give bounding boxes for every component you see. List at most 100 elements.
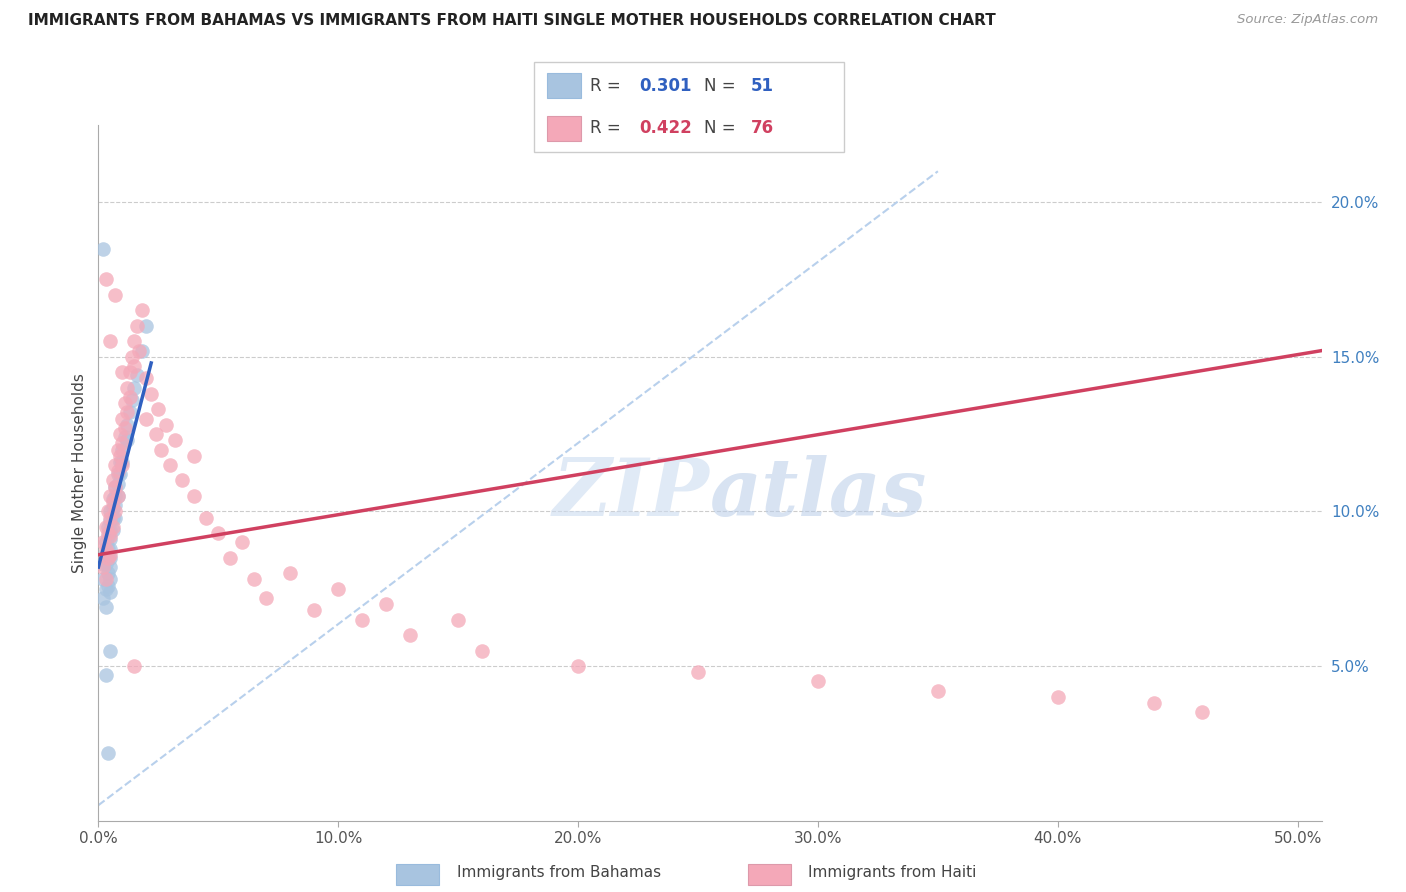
Point bbox=[118, 390, 141, 404]
Point bbox=[91, 535, 114, 549]
Point bbox=[101, 520, 124, 534]
Point bbox=[111, 436, 134, 450]
Point bbox=[131, 303, 153, 318]
Point bbox=[567, 659, 589, 673]
Point bbox=[100, 334, 122, 349]
Point bbox=[94, 520, 117, 534]
Text: 0.422: 0.422 bbox=[640, 120, 692, 137]
Point bbox=[94, 600, 117, 615]
Point bbox=[159, 458, 181, 472]
Text: 51: 51 bbox=[751, 77, 773, 95]
Point bbox=[91, 557, 114, 571]
Point bbox=[124, 359, 146, 373]
Point bbox=[111, 365, 134, 379]
Point bbox=[375, 597, 398, 611]
Point bbox=[141, 387, 163, 401]
Point bbox=[278, 566, 301, 581]
Point bbox=[304, 603, 326, 617]
Point bbox=[686, 665, 709, 680]
Point bbox=[100, 584, 122, 599]
Point bbox=[107, 467, 129, 482]
Point bbox=[1046, 690, 1069, 704]
Point bbox=[97, 504, 120, 518]
Point bbox=[97, 550, 120, 565]
Point bbox=[104, 480, 127, 494]
Point bbox=[94, 582, 117, 596]
Text: atlas: atlas bbox=[710, 455, 928, 533]
Point bbox=[97, 520, 120, 534]
Point bbox=[91, 560, 114, 574]
Point bbox=[100, 573, 122, 587]
Point bbox=[352, 613, 374, 627]
Text: Immigrants from Haiti: Immigrants from Haiti bbox=[808, 865, 977, 880]
Point bbox=[94, 535, 117, 549]
Point bbox=[94, 544, 117, 558]
Text: 0.301: 0.301 bbox=[640, 77, 692, 95]
Point bbox=[94, 573, 117, 587]
Point bbox=[135, 318, 157, 333]
Point bbox=[94, 541, 117, 556]
Point bbox=[115, 405, 138, 419]
Point bbox=[97, 541, 120, 556]
Point bbox=[100, 489, 122, 503]
Point bbox=[100, 550, 122, 565]
FancyBboxPatch shape bbox=[534, 62, 844, 152]
Point bbox=[108, 467, 131, 482]
Point bbox=[111, 455, 134, 469]
Point bbox=[97, 550, 120, 565]
Point bbox=[100, 504, 122, 518]
Point bbox=[1191, 706, 1213, 720]
Point bbox=[128, 343, 150, 358]
FancyBboxPatch shape bbox=[748, 864, 792, 885]
Point bbox=[107, 489, 129, 503]
Point bbox=[183, 489, 205, 503]
Point bbox=[101, 474, 124, 488]
Point bbox=[124, 334, 146, 349]
Point bbox=[100, 541, 122, 556]
Point bbox=[104, 498, 127, 512]
Point bbox=[148, 402, 170, 417]
Point bbox=[165, 434, 187, 448]
Point bbox=[100, 548, 122, 562]
Point bbox=[135, 411, 157, 425]
Point bbox=[121, 350, 143, 364]
Point bbox=[100, 560, 122, 574]
Point bbox=[107, 442, 129, 457]
Point bbox=[219, 550, 242, 565]
Point bbox=[104, 288, 127, 302]
Point bbox=[104, 489, 127, 503]
Point bbox=[124, 381, 146, 395]
Point bbox=[447, 613, 470, 627]
Point bbox=[183, 449, 205, 463]
Point bbox=[101, 501, 124, 516]
Point bbox=[94, 557, 117, 571]
Point bbox=[111, 458, 134, 472]
Point bbox=[107, 489, 129, 503]
Point bbox=[115, 381, 138, 395]
Point bbox=[91, 573, 114, 587]
Text: Source: ZipAtlas.com: Source: ZipAtlas.com bbox=[1237, 13, 1378, 27]
Point bbox=[111, 442, 134, 457]
Point bbox=[108, 427, 131, 442]
Text: R =: R = bbox=[591, 77, 626, 95]
Point bbox=[121, 393, 143, 408]
Point bbox=[108, 449, 131, 463]
Point bbox=[100, 510, 122, 524]
Point bbox=[927, 683, 949, 698]
Point bbox=[94, 272, 117, 286]
Point bbox=[100, 533, 122, 547]
Text: Immigrants from Bahamas: Immigrants from Bahamas bbox=[457, 865, 661, 880]
Point bbox=[107, 464, 129, 478]
Point bbox=[91, 242, 114, 256]
Point bbox=[101, 510, 124, 524]
Point bbox=[243, 573, 266, 587]
Point bbox=[207, 526, 229, 541]
FancyBboxPatch shape bbox=[547, 73, 581, 98]
Point bbox=[104, 504, 127, 518]
Point bbox=[114, 421, 136, 435]
Point bbox=[172, 474, 194, 488]
Point bbox=[135, 371, 157, 385]
Point bbox=[100, 643, 122, 657]
Point bbox=[155, 417, 177, 432]
Point bbox=[231, 535, 253, 549]
